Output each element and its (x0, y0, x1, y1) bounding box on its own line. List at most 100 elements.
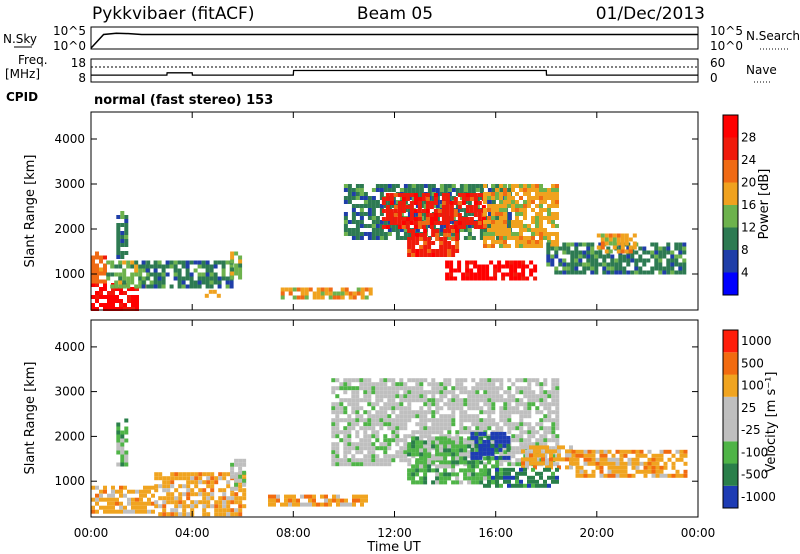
power-cell (632, 233, 637, 238)
power-cell (185, 260, 190, 265)
velocity-cell (511, 446, 516, 451)
velocity-cell (643, 469, 648, 474)
power-cell (409, 217, 414, 221)
power-cell (395, 184, 400, 188)
velocity-cell (527, 475, 531, 480)
power-cell (445, 276, 450, 281)
velocity-cell (539, 426, 544, 431)
power-cell (213, 280, 218, 285)
velocity-cell (387, 390, 392, 395)
power-cell (610, 258, 615, 263)
velocity-cell (459, 390, 464, 395)
power-cell (682, 250, 687, 255)
velocity-cell (447, 460, 452, 465)
power-cell (296, 295, 301, 300)
velocity-cell (527, 402, 532, 407)
velocity-cell (479, 378, 484, 383)
velocity-cell (631, 461, 636, 466)
power-cell (304, 291, 309, 296)
velocity-cell (487, 471, 491, 476)
power-cell (531, 216, 535, 220)
power-cell (558, 246, 563, 251)
velocity-cell (234, 508, 239, 513)
power-cell (495, 188, 499, 192)
velocity-cell (120, 462, 125, 467)
velocity-cell (435, 382, 440, 387)
velocity-cell (643, 473, 648, 478)
power-cell (445, 197, 450, 201)
power-cell (608, 233, 613, 238)
velocity-cell (451, 390, 456, 395)
velocity-cell (343, 430, 348, 435)
velocity-cell (455, 444, 460, 449)
velocity-cell (154, 484, 159, 489)
power-cell (391, 228, 396, 232)
power-cell (99, 295, 103, 299)
velocity-cell (443, 386, 448, 391)
velocity-cell (667, 473, 672, 478)
velocity-cell (527, 438, 532, 443)
power-cell (521, 276, 526, 281)
power-cell (525, 264, 530, 269)
velocity-cell (344, 502, 348, 507)
power-cell (368, 291, 373, 296)
velocity-cell (435, 390, 440, 395)
velocity-cell (439, 386, 444, 391)
power-cell (157, 284, 162, 289)
velocity-cell (375, 386, 380, 391)
power-cell (539, 200, 543, 204)
velocity-cell (491, 422, 496, 427)
power-cell (343, 196, 348, 200)
power-cell (554, 250, 559, 255)
velocity-cell (651, 461, 656, 466)
power-cell (177, 276, 182, 281)
power-cell (503, 200, 507, 204)
velocity-cell (379, 446, 384, 451)
velocity-cell (527, 422, 532, 427)
power-cell (463, 184, 468, 188)
velocity-cell (591, 449, 596, 454)
power-cell (95, 283, 99, 287)
power-cell (161, 264, 166, 269)
power-cell (157, 264, 162, 269)
power-cell (347, 192, 352, 196)
velocity-cell (555, 462, 560, 467)
power-cell (134, 264, 139, 269)
power-cell (103, 263, 107, 268)
velocity-cell (627, 473, 632, 478)
power-cell (493, 272, 498, 277)
power-cell (447, 241, 452, 245)
power-ytick-label: 2000 (54, 222, 85, 236)
velocity-cell (439, 418, 444, 423)
power-cell (367, 208, 372, 212)
power-cell (535, 228, 539, 232)
velocity-cell (619, 457, 624, 462)
velocity-cell (395, 442, 400, 447)
velocity-cell (531, 398, 536, 403)
power-cell (481, 205, 486, 209)
velocity-cell (123, 505, 127, 510)
velocity-cell (411, 398, 416, 403)
velocity-cell (543, 467, 547, 472)
velocity-cell (435, 426, 440, 431)
velocity-cell (495, 390, 500, 395)
velocity-cell (525, 461, 529, 466)
power-cell (423, 253, 428, 257)
velocity-cell (491, 402, 496, 407)
velocity-cell (463, 456, 468, 461)
velocity-cell (272, 502, 276, 507)
power-cell (449, 264, 454, 269)
velocity-cell (296, 498, 300, 503)
velocity-cell (415, 458, 420, 463)
power-cell (529, 260, 534, 265)
velocity-cell (475, 406, 480, 411)
velocity-cell (356, 498, 360, 503)
velocity-cell (359, 382, 364, 387)
velocity-cell (419, 406, 424, 411)
power-cell (499, 188, 504, 192)
velocity-cell (439, 434, 444, 439)
velocity-cell (503, 390, 508, 395)
velocity-cell (194, 492, 199, 497)
velocity-cell (387, 378, 392, 383)
power-cell (91, 307, 95, 311)
